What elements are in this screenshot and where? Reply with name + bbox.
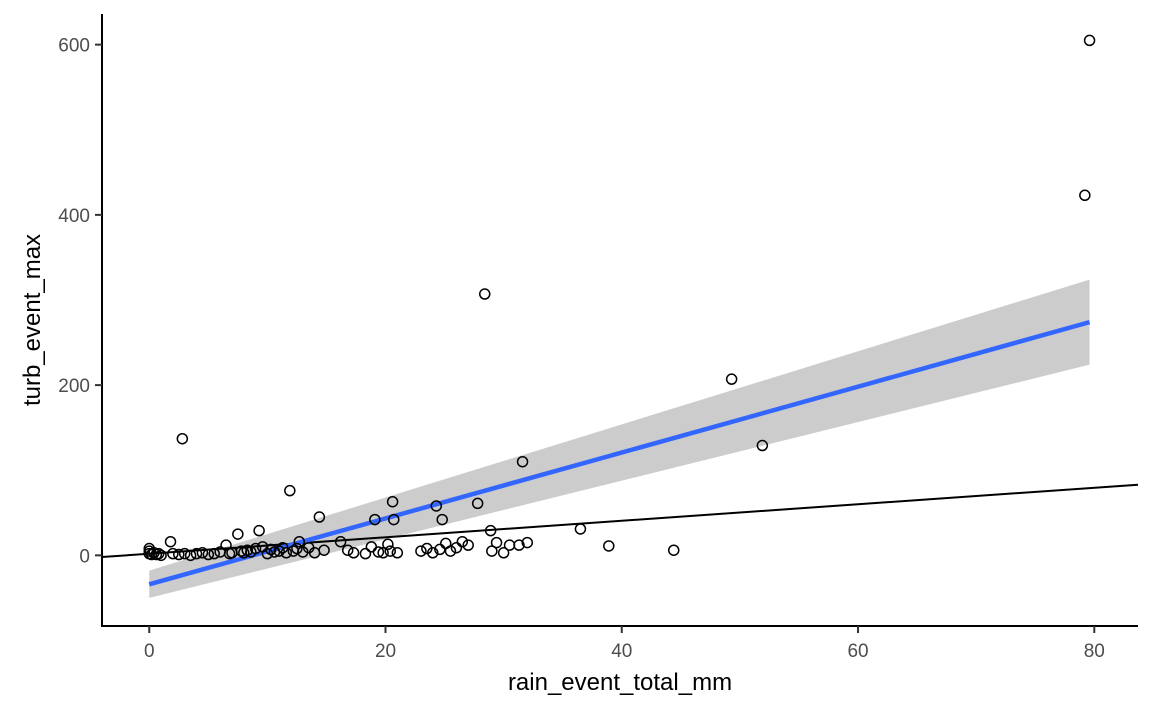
- data-point: [284, 484, 296, 497]
- data-point: [462, 539, 474, 551]
- data-point: [384, 545, 396, 557]
- data-point: [377, 547, 389, 559]
- x-axis-ticks: 0 20 40 60 80: [144, 626, 1105, 662]
- data-point: [167, 547, 179, 560]
- data-point: [155, 549, 167, 562]
- data-point: [436, 513, 448, 526]
- data-point: [318, 544, 330, 556]
- data-point: [415, 545, 427, 557]
- data-point: [386, 495, 399, 508]
- x-tick-label: 60: [847, 641, 868, 662]
- x-axis-title: rain_event_total_mm: [508, 669, 732, 696]
- y-axis-title: turb_event_max: [19, 234, 46, 406]
- x-tick-label: 0: [144, 641, 155, 662]
- data-point: [190, 547, 203, 560]
- data-point: [574, 523, 587, 535]
- data-point: [497, 547, 510, 559]
- data-point: [725, 373, 738, 385]
- data-points: [143, 34, 1096, 562]
- data-point: [484, 524, 497, 537]
- data-point: [232, 528, 244, 540]
- data-point: [313, 511, 326, 523]
- reference-line: [101, 483, 1139, 559]
- data-point: [456, 535, 469, 548]
- data-point: [359, 547, 372, 560]
- data-point: [291, 542, 303, 555]
- data-point: [430, 500, 443, 512]
- data-point: [196, 547, 209, 559]
- data-point: [486, 545, 498, 557]
- data-point: [347, 547, 360, 559]
- data-point: [334, 535, 347, 548]
- data-point: [444, 545, 457, 557]
- data-point: [164, 535, 177, 548]
- data-point: [148, 547, 160, 559]
- data-point: [471, 497, 484, 510]
- data-point: [365, 541, 378, 553]
- data-point: [478, 288, 491, 300]
- data-point: [427, 547, 439, 559]
- data-point: [388, 513, 400, 526]
- data-point: [450, 541, 463, 554]
- y-tick-label: 0: [79, 546, 90, 567]
- data-point: [341, 544, 354, 556]
- data-point: [369, 513, 381, 526]
- data-point: [434, 543, 446, 556]
- data-point: [513, 539, 525, 551]
- data-point: [280, 547, 293, 559]
- data-point: [184, 549, 197, 562]
- data-point: [273, 545, 285, 557]
- data-point: [178, 547, 191, 560]
- data-point: [173, 548, 185, 561]
- data-point: [293, 535, 306, 548]
- data-point: [176, 432, 189, 445]
- y-tick-label: 400: [58, 206, 90, 227]
- data-point: [603, 540, 615, 552]
- data-point: [667, 544, 680, 556]
- data-point: [1079, 189, 1091, 202]
- data-point: [249, 542, 262, 555]
- data-point: [756, 439, 769, 452]
- x-tick-label: 20: [375, 641, 396, 662]
- data-point: [490, 536, 503, 549]
- data-point: [208, 547, 220, 560]
- data-point: [516, 455, 529, 468]
- y-tick-label: 200: [58, 376, 90, 397]
- y-tick-label: 600: [58, 36, 90, 57]
- y-axis-ticks: 0 200 400 600: [58, 36, 102, 567]
- data-point: [152, 547, 165, 560]
- data-point: [372, 546, 385, 558]
- data-point: [202, 548, 215, 561]
- data-point: [1083, 34, 1096, 47]
- data-point: [382, 538, 394, 551]
- regression-line: [148, 319, 1091, 587]
- data-point: [253, 524, 265, 537]
- data-point: [521, 536, 534, 549]
- data-point: [503, 539, 516, 551]
- x-tick-label: 40: [611, 641, 632, 662]
- data-point: [391, 547, 404, 559]
- x-tick-label: 80: [1084, 641, 1105, 662]
